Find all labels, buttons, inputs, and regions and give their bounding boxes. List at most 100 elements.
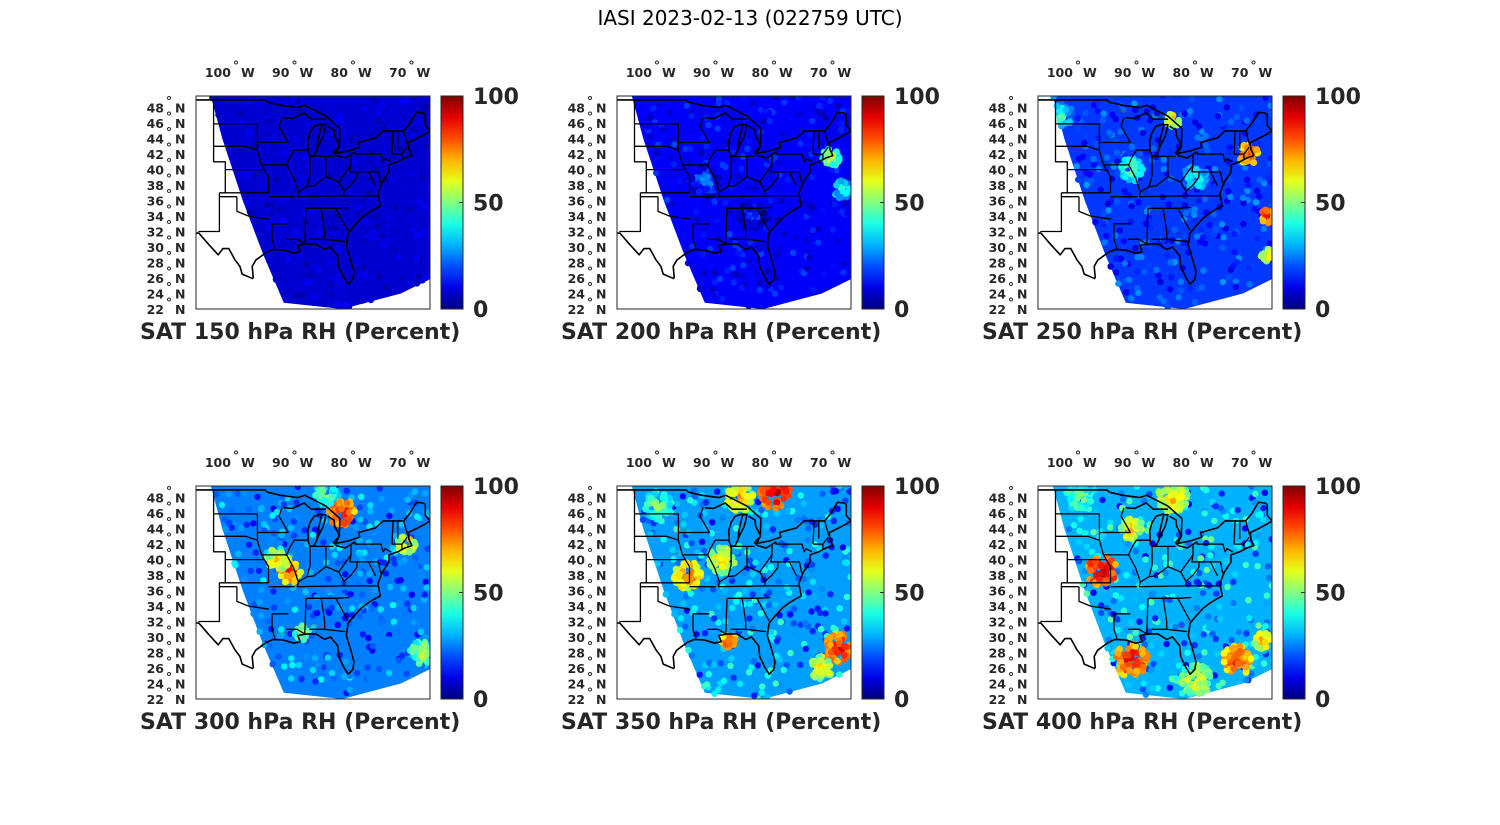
rh-sample (1100, 110, 1108, 117)
rh-feature-sample (655, 512, 663, 520)
rh-sample (276, 205, 283, 213)
rh-sample (380, 242, 387, 249)
rh-feature-sample (744, 219, 752, 226)
rh-sample (751, 692, 758, 699)
lat-tick-label: 40 (568, 163, 586, 178)
rh-sample (1197, 555, 1205, 562)
state-boundary (306, 156, 311, 187)
rh-sample (1168, 274, 1175, 281)
rh-sample (1218, 120, 1226, 128)
rh-sample (722, 618, 729, 625)
rh-sample (1252, 199, 1260, 206)
lat-tick-label: 46 (147, 116, 165, 131)
rh-sample (841, 618, 848, 625)
rh-sample (741, 654, 748, 661)
rh-feature-sample (1087, 498, 1095, 505)
rh-sample (1149, 590, 1157, 597)
rh-sample (390, 618, 398, 625)
rh-sample (693, 217, 701, 224)
rh-sample (358, 176, 366, 184)
lat-tick-suffix: N (175, 692, 185, 707)
rh-sample (730, 148, 737, 156)
rh-sample (264, 618, 272, 625)
rh-sample (287, 630, 294, 637)
degree-symbol: ° (771, 448, 777, 463)
great-lakes-shore (306, 513, 323, 541)
rh-sample (784, 583, 791, 591)
rh-feature-sample (718, 563, 726, 571)
great-lakes-shore (1148, 513, 1169, 548)
rh-sample (1255, 193, 1263, 200)
rh-sample (262, 166, 270, 173)
rh-feature-sample (1132, 642, 1139, 650)
rh-sample (328, 620, 335, 628)
rh-sample (300, 291, 307, 299)
rh-feature-sample (730, 490, 738, 498)
rh-sample (413, 280, 421, 287)
rh-sample (792, 193, 799, 200)
rh-sample (353, 670, 361, 677)
colorbar-tick-label: 0 (473, 298, 488, 323)
rh-feature-sample (761, 209, 768, 217)
state-boundary (1177, 207, 1191, 232)
rh-sample (698, 538, 706, 545)
rh-sample (1166, 684, 1174, 691)
state-boundary (745, 628, 767, 633)
rh-sample (255, 567, 263, 575)
rh-sample (288, 110, 296, 117)
lat-tick-label: 46 (989, 116, 1007, 131)
lat-tick-label: 30 (147, 630, 165, 645)
degree-symbol: ° (166, 280, 172, 295)
rh-sample (794, 175, 801, 182)
swath-background (1052, 96, 1272, 309)
rh-sample (687, 590, 694, 597)
rh-sample (261, 494, 268, 501)
rh-sample (368, 266, 375, 273)
rh-feature-sample (827, 641, 834, 649)
rh-sample (395, 254, 402, 261)
map-outlines (196, 489, 430, 676)
rh-sample (408, 591, 415, 598)
rh-sample (1088, 177, 1095, 184)
degree-symbol: ° (166, 218, 172, 233)
rh-sample (686, 602, 693, 609)
rh-feature-sample (405, 548, 413, 556)
lon-tick-label: 90 (693, 455, 711, 470)
rh-sample (1143, 189, 1151, 197)
axes-frame (195, 485, 431, 700)
rh-feature-sample (1244, 144, 1251, 152)
rh-sample (311, 294, 318, 301)
degree-symbol: ° (587, 94, 593, 109)
state-boundary (349, 154, 379, 173)
lat-tick-suffix: N (596, 256, 606, 271)
lon-tick-label: 90 (272, 455, 290, 470)
rh-sample (720, 137, 728, 144)
rh-sample (710, 291, 717, 299)
rh-sample (1132, 245, 1139, 252)
state-boundary (309, 598, 326, 630)
rh-sample (790, 605, 798, 613)
rh-sample (1208, 536, 1215, 543)
rh-sample (1267, 102, 1272, 109)
rh-sample (1152, 615, 1159, 622)
rh-sample (1195, 569, 1203, 577)
rh-sample (1246, 615, 1253, 622)
rh-sample (1226, 144, 1234, 151)
great-lakes-shore (1125, 502, 1168, 511)
lat-tick-label: 26 (568, 271, 586, 286)
rh-sample (677, 185, 684, 193)
rh-sample (320, 539, 327, 546)
rh-sample (1208, 543, 1215, 550)
rh-sample (701, 630, 709, 637)
rh-feature-sample (702, 178, 710, 186)
lat-tick-suffix: N (1017, 101, 1027, 116)
lat-tick-suffix: N (1017, 178, 1027, 193)
rh-sample (1114, 626, 1122, 634)
rh-sample (714, 488, 721, 495)
rh-sample (1125, 681, 1132, 689)
degree-symbol: ° (166, 156, 172, 171)
rh-sample (278, 626, 285, 633)
rh-sample (1081, 530, 1089, 537)
rh-sample (221, 516, 229, 523)
rh-sample (1148, 667, 1155, 674)
